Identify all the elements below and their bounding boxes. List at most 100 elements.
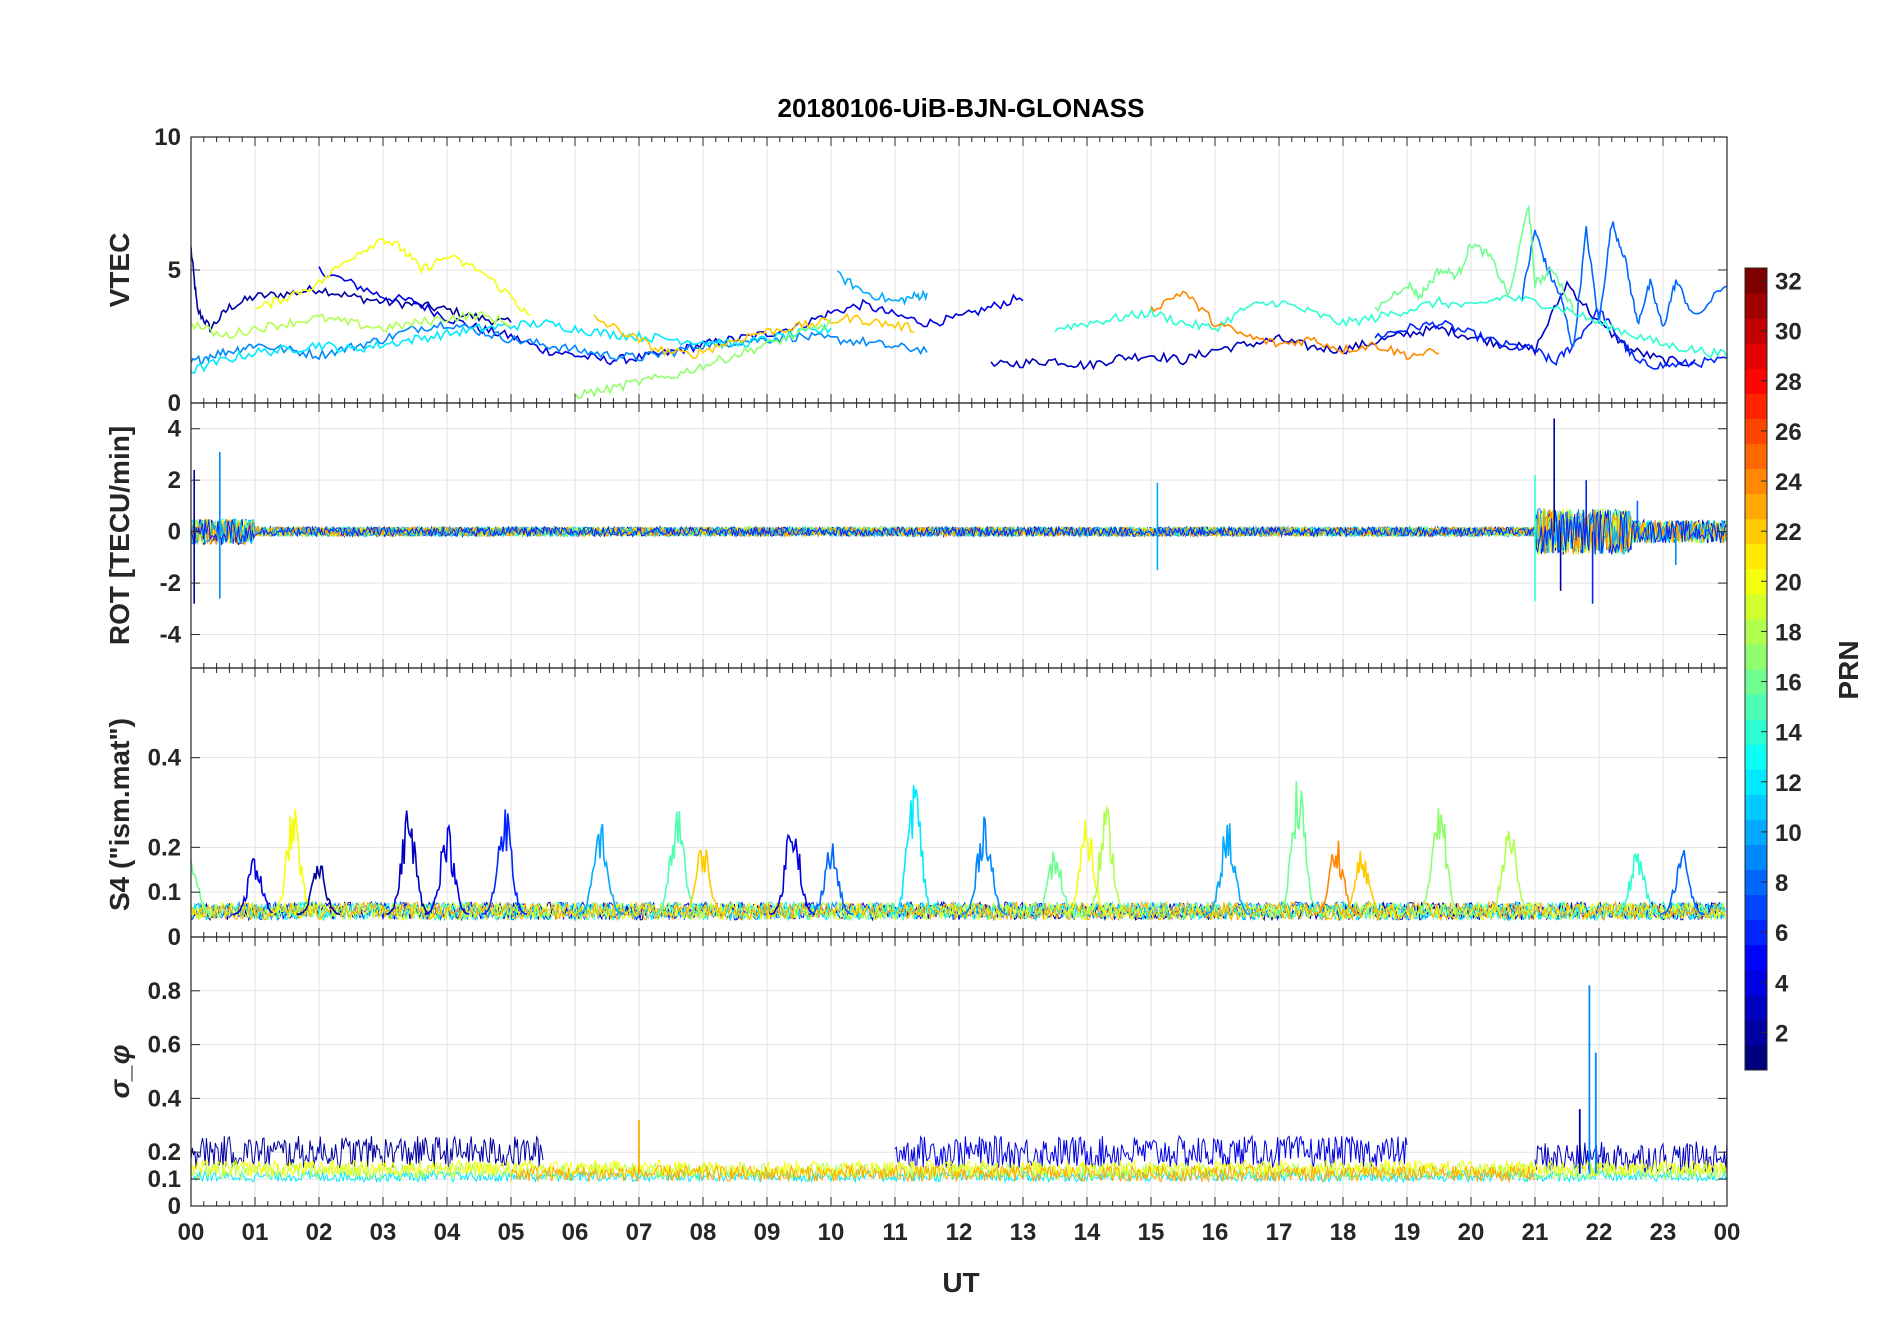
x-tick-label: 21 bbox=[1522, 1219, 1549, 1246]
x-tick-label: 12 bbox=[946, 1219, 973, 1246]
x-tick-label: 18 bbox=[1330, 1219, 1357, 1246]
x-tick-label: 14 bbox=[1074, 1219, 1101, 1246]
colorbar-segment bbox=[1745, 518, 1767, 545]
y-tick-label: 0 bbox=[168, 390, 181, 417]
s4-burst bbox=[680, 849, 726, 916]
y-axis-label: ROT [TECU/min] bbox=[104, 426, 135, 645]
colorbar-tick-label: 8 bbox=[1775, 870, 1788, 897]
y-tick-label: -2 bbox=[160, 570, 181, 597]
panel-rot: -4 -2 0 2 4 ROT [TECU/min] bbox=[104, 402, 1728, 669]
colorbar-segment bbox=[1745, 418, 1767, 444]
s4-burst bbox=[1339, 851, 1385, 916]
s4-burst bbox=[769, 833, 816, 916]
colorbar-segment bbox=[1745, 769, 1767, 795]
s4-series-prn-23 bbox=[191, 900, 1726, 922]
colorbar-segment bbox=[1745, 844, 1767, 870]
rot-series-prn-10 bbox=[191, 508, 1727, 554]
s4-burst bbox=[1486, 831, 1532, 916]
x-tick-label: 07 bbox=[626, 1219, 653, 1246]
colorbar-segment bbox=[1745, 393, 1767, 419]
x-tick-label: 04 bbox=[434, 1219, 461, 1246]
colorbar-segment bbox=[1745, 694, 1767, 720]
panel-vtec: 0 5 10 VTEC bbox=[104, 124, 1728, 417]
plot-area-vtec bbox=[191, 204, 1727, 400]
colorbar-segment bbox=[1745, 568, 1767, 595]
colorbar-tick-label: 2 bbox=[1775, 1020, 1788, 1047]
s4-burst bbox=[1314, 840, 1360, 916]
s4-burst bbox=[270, 809, 315, 916]
y-tick-label: -4 bbox=[160, 622, 182, 649]
sigma-series-prn-12 bbox=[191, 1169, 1727, 1184]
s4-burst bbox=[578, 823, 624, 916]
colorbar-tick-label: 22 bbox=[1775, 519, 1802, 546]
colorbar-segment bbox=[1745, 293, 1767, 319]
colorbar-segment bbox=[1745, 744, 1767, 770]
x-tick-label: 03 bbox=[370, 1219, 397, 1246]
x-tick-label: 17 bbox=[1266, 1219, 1293, 1246]
s4-burst bbox=[481, 809, 528, 916]
colorbar-tick-label: 14 bbox=[1775, 720, 1802, 747]
x-tick-label: 16 bbox=[1202, 1219, 1229, 1246]
y-tick-label: 10 bbox=[154, 124, 181, 151]
colorbar-tick-label: 16 bbox=[1775, 670, 1802, 697]
vtec-series-prn-22 bbox=[593, 312, 915, 360]
y-tick-label: 4 bbox=[168, 416, 182, 443]
colorbar-segment bbox=[1745, 919, 1767, 946]
colorbar-label: PRN bbox=[1833, 640, 1864, 699]
colorbar-segment bbox=[1745, 1019, 1767, 1046]
x-tick-label: 20 bbox=[1458, 1219, 1485, 1246]
colorbar-segment bbox=[1745, 268, 1767, 294]
sigma-series-prn-23 bbox=[510, 1163, 1536, 1184]
vtec-series-prn-16 bbox=[1374, 204, 1575, 314]
colorbar-segment bbox=[1745, 944, 1767, 971]
x-tick-label: 01 bbox=[242, 1219, 269, 1246]
y-axis-label: VTEC bbox=[104, 233, 135, 308]
colorbar-segment bbox=[1745, 1044, 1767, 1071]
y-axis-label: S4 ("ism.mat") bbox=[104, 718, 135, 911]
panel-sigma_phi: 00.10.2 0.4 0.6 0.8 σ_φ bbox=[104, 936, 1728, 1220]
s4-burst bbox=[424, 823, 470, 915]
panel-s4: 0 0.1 0.2 0.4 S4 ("ism.mat") bbox=[104, 667, 1728, 951]
colorbar-segment bbox=[1745, 493, 1767, 520]
vtec-series-prn-18 bbox=[191, 310, 512, 339]
s4-burst bbox=[1275, 781, 1321, 915]
s4-burst bbox=[808, 843, 854, 916]
vtec-series-prn-12 bbox=[191, 318, 832, 375]
colorbar-tick-label: 4 bbox=[1775, 970, 1789, 997]
colorbar-tick-label: 28 bbox=[1775, 369, 1802, 396]
vtec-series-prn-10 bbox=[836, 270, 928, 306]
x-tick-label: 06 bbox=[562, 1219, 589, 1246]
y-tick-label: 0.8 bbox=[148, 978, 181, 1005]
x-tick-label: 05 bbox=[498, 1219, 525, 1246]
s4-burst bbox=[191, 859, 213, 915]
x-tick-label: 23 bbox=[1650, 1219, 1677, 1246]
sigma-series-prn-2 bbox=[191, 1135, 544, 1171]
vtec-series-prn-14 bbox=[1054, 294, 1727, 359]
x-axis: 00 01 02 03 04 05 06 07 08 09 10 11 12 13 14 15 16 17 18 19… bbox=[178, 1219, 1741, 1246]
s4-burst bbox=[962, 816, 1008, 915]
x-tick-label: 19 bbox=[1394, 1219, 1421, 1246]
x-tick-label: 11 bbox=[882, 1219, 907, 1246]
s4-burst bbox=[1064, 820, 1110, 916]
x-tick-label: 09 bbox=[754, 1219, 781, 1246]
x-tick-label: 02 bbox=[306, 1219, 333, 1246]
chart-title: 20180106-UiB-BJN-GLONASS bbox=[777, 93, 1144, 123]
x-tick-label: 13 bbox=[1010, 1219, 1037, 1246]
plot-area-rot bbox=[191, 418, 1727, 604]
vtec-series-prn-20 bbox=[254, 238, 531, 316]
vtec-series-prn-6 bbox=[1374, 307, 1727, 370]
s4-burst bbox=[1614, 852, 1660, 916]
colorbar-tick-label: 20 bbox=[1775, 569, 1802, 596]
y-tick-label: 0.1 bbox=[148, 1166, 181, 1193]
vtec-series-prn-8 bbox=[1521, 221, 1727, 347]
vtec-series-prn-4 bbox=[318, 266, 1024, 366]
colorbar-tick-label: 24 bbox=[1775, 469, 1802, 496]
colorbar-segment bbox=[1745, 794, 1767, 820]
colorbar-segment bbox=[1745, 468, 1767, 495]
colorbar-segment bbox=[1745, 343, 1767, 369]
y-tick-label: 0 bbox=[168, 519, 181, 546]
y-tick-label: 0.4 bbox=[148, 745, 182, 772]
x-tick-label: 15 bbox=[1138, 1219, 1165, 1246]
